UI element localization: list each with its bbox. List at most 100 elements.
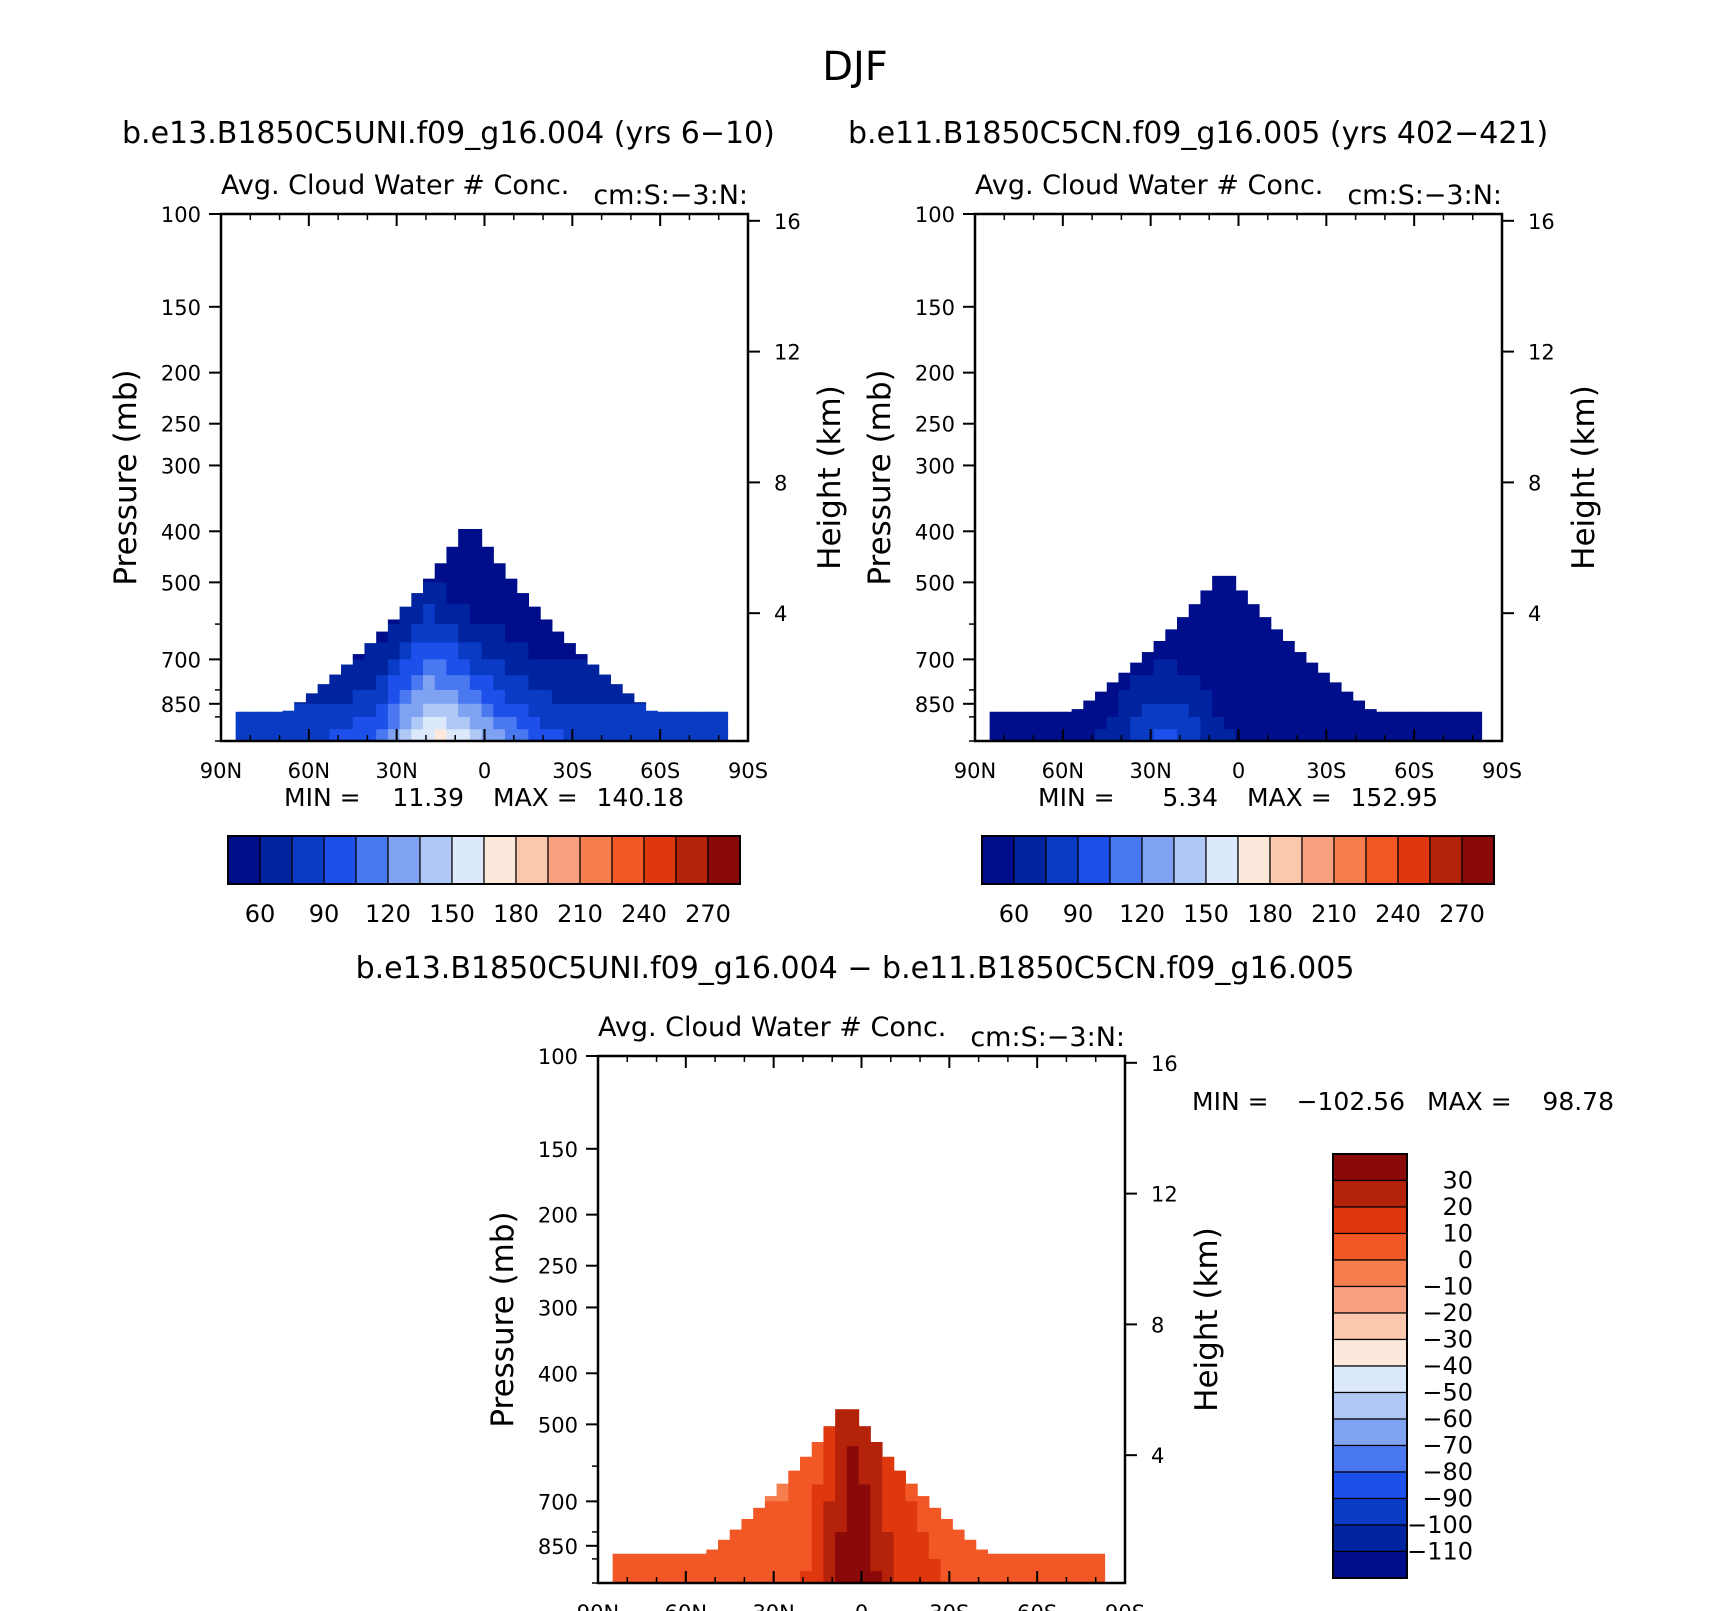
case2-cell	[1223, 582, 1237, 605]
diff-cell	[741, 1531, 754, 1547]
diff-cell	[788, 1571, 801, 1584]
diff-ytick-label: 400	[538, 1362, 578, 1386]
diff-cell	[1057, 1553, 1070, 1560]
case2-cell	[1095, 716, 1108, 730]
case1-cell	[469, 563, 483, 583]
case1-cell	[516, 716, 530, 730]
case2-cell	[1106, 716, 1120, 730]
diff-cell	[928, 1531, 942, 1547]
case1-cell	[352, 689, 366, 705]
case2-cell	[1305, 716, 1319, 730]
case2-cell	[1305, 662, 1319, 676]
diff-cell	[811, 1484, 825, 1502]
case1-cell	[504, 675, 518, 691]
case2-cell	[1247, 659, 1260, 676]
case1-cell	[575, 689, 588, 705]
case2-cell	[1247, 675, 1260, 691]
case1-min-label: MIN =	[284, 783, 361, 812]
case2-cell	[1235, 689, 1248, 705]
case2-xtick-label: 30N	[1129, 759, 1171, 783]
case1-cell	[493, 604, 506, 625]
case2-cell	[1258, 642, 1272, 660]
case1-cell	[446, 582, 459, 605]
case1-cell	[633, 729, 647, 742]
diff-cell	[928, 1507, 942, 1518]
diff-cell	[753, 1517, 766, 1533]
case2-cell	[1212, 675, 1225, 691]
case2-cell	[1212, 716, 1225, 730]
case2-cell	[1177, 716, 1190, 730]
case2-cell	[1282, 703, 1295, 718]
case2-ytick-label: 150	[915, 296, 955, 320]
case2-cell	[1247, 716, 1260, 730]
diff-cell	[624, 1571, 637, 1584]
diff-cell	[881, 1517, 895, 1533]
diff-colorbar-label: 10	[1442, 1220, 1473, 1248]
case2-ytick-label: 300	[915, 454, 955, 478]
diff-cell	[881, 1558, 895, 1572]
diff-cell	[917, 1545, 930, 1560]
diff-cell	[881, 1501, 895, 1518]
diff-cell	[811, 1441, 825, 1447]
case2-cell	[1317, 675, 1330, 691]
case2-cell	[1059, 711, 1073, 718]
diff-colorbar-label: −80	[1422, 1458, 1473, 1486]
diff-cell	[917, 1496, 930, 1502]
diff-cell	[706, 1571, 719, 1584]
diff-cell	[753, 1531, 766, 1547]
case1-cell	[259, 729, 272, 742]
diff-colorbar-swatch	[1332, 1497, 1408, 1526]
case2-cell	[1282, 729, 1295, 742]
case1-cell	[446, 604, 459, 625]
case2-colorbar-swatch	[1429, 835, 1463, 885]
case2-cell	[1364, 716, 1377, 730]
case2-cell	[1223, 624, 1237, 644]
case1-cell	[493, 703, 506, 718]
case2-cell	[989, 711, 1002, 718]
case2-cell	[1434, 716, 1447, 730]
case2-cell	[1212, 624, 1225, 644]
case1-cell	[399, 642, 412, 660]
case1-cell	[294, 702, 307, 705]
case1-cell	[329, 729, 342, 742]
case1-cell	[504, 659, 518, 676]
case2-cell	[1247, 703, 1260, 718]
diff-cell	[682, 1553, 696, 1560]
case2-cell	[1317, 689, 1330, 705]
case2-cell	[1188, 624, 1202, 644]
case1-cell	[516, 624, 530, 644]
case1-cell	[458, 563, 471, 583]
diff-cell	[811, 1558, 825, 1572]
case2-cell	[1270, 729, 1284, 742]
case1-xtick-label: 30N	[375, 759, 417, 783]
case2-cell	[1235, 624, 1248, 644]
case2-cell	[1223, 659, 1237, 676]
case1-cell	[586, 675, 600, 691]
case1-cell	[282, 710, 295, 718]
case1-cell	[423, 582, 436, 605]
case1-cell	[458, 624, 471, 644]
case2-cell	[1387, 729, 1401, 742]
case2-cell	[1282, 659, 1295, 676]
diff-cell	[870, 1571, 883, 1584]
diff-cell	[741, 1518, 754, 1533]
case1-ytick-label: 150	[161, 296, 201, 320]
case1-cell	[493, 624, 506, 644]
case1-cell	[668, 711, 682, 718]
diff-ytick-label: 200	[538, 1204, 578, 1228]
case2-cell	[1083, 716, 1096, 730]
case1-cell	[352, 675, 366, 691]
case1-cell	[458, 716, 471, 730]
case1-cell	[481, 604, 494, 625]
diff-ytick-right-label: 12	[1151, 1183, 1178, 1207]
case2-cell	[1177, 675, 1190, 691]
case2-cell	[1188, 689, 1202, 705]
case2-cell	[1130, 716, 1143, 730]
diff-cell	[659, 1558, 672, 1572]
case1-cell	[317, 716, 330, 730]
diff-cell	[694, 1553, 707, 1560]
case1-cell	[516, 703, 530, 718]
case1-cell	[458, 642, 471, 660]
case2-cell	[1048, 729, 1061, 742]
case1-cell	[434, 624, 448, 644]
